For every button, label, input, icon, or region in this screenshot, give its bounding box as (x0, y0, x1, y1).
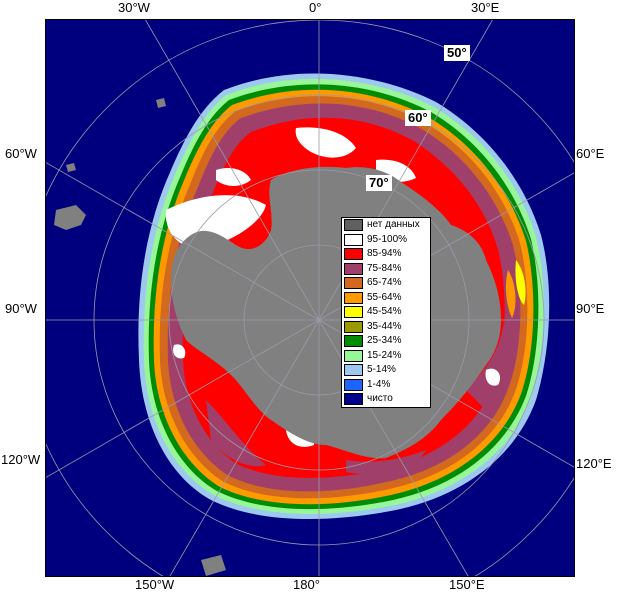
longitude-label-30w: 30°W (118, 0, 150, 15)
legend-label: 5-14% (367, 364, 396, 376)
longitude-label-120w: 120°W (1, 452, 41, 467)
legend-item: 55-64% (342, 291, 430, 306)
legend-label: чисто (367, 393, 393, 405)
legend-label: 45-54% (367, 306, 402, 318)
legend-label: нет данных (367, 219, 420, 231)
other-land (54, 98, 226, 576)
legend-item: 45-54% (342, 305, 430, 320)
legend-label: 85-94% (367, 248, 402, 260)
legend-label: 1-4% (367, 378, 391, 390)
legend-label: 25-34% (367, 335, 402, 347)
latitude-label-70: 70° (366, 175, 392, 191)
legend-swatch (344, 291, 363, 304)
legend-swatch (344, 335, 363, 348)
legend-label: 55-64% (367, 291, 402, 303)
legend-swatch (344, 219, 363, 232)
longitude-label-90e: 90°E (576, 301, 605, 316)
longitude-label-150w: 150°W (135, 577, 175, 592)
longitude-label-150e: 150°E (449, 577, 485, 592)
legend-label: 35-44% (367, 320, 402, 332)
concentration-legend: нет данных 95-100% 85-94% 75-84% 65-74% 55-64… (341, 217, 431, 408)
legend-item: 65-74% (342, 276, 430, 291)
legend-item: 25-34% (342, 334, 430, 349)
legend-swatch (344, 262, 363, 275)
longitude-label-0: 0° (309, 0, 322, 15)
legend-swatch (344, 306, 363, 319)
legend-label: 65-74% (367, 277, 402, 289)
ice-patches-45-64 (505, 260, 526, 318)
polar-stereographic-map (46, 20, 574, 576)
legend-item: 5-14% (342, 363, 430, 378)
legend-label: 15-24% (367, 349, 402, 361)
longitude-label-30e: 30°E (471, 0, 500, 15)
legend-item: 95-100% (342, 233, 430, 248)
meridian-120w (46, 319, 320, 478)
legend-item: 1-4% (342, 378, 430, 393)
longitude-label-90w: 90°W (5, 301, 37, 316)
legend-swatch (344, 393, 363, 406)
legend-swatch (344, 364, 363, 377)
legend-swatch (344, 233, 363, 246)
longitude-label-120e: 120°E (576, 456, 612, 471)
longitude-label-60w: 60°W (5, 146, 37, 161)
legend-label: 95-100% (367, 233, 408, 245)
legend-swatch (344, 277, 363, 290)
legend-swatch (344, 378, 363, 391)
legend-label: 75-84% (367, 262, 402, 274)
meridian-60w (46, 162, 320, 321)
legend-item: нет данных (342, 218, 430, 233)
meridian-30w (145, 20, 320, 321)
sea-ice-map: 50° 60° 70° (45, 19, 575, 577)
legend-swatch (344, 349, 363, 362)
legend-item: 15-24% (342, 349, 430, 364)
legend-swatch (344, 248, 363, 261)
legend-item: 75-84% (342, 262, 430, 277)
legend-item: 35-44% (342, 320, 430, 335)
legend-item: 85-94% (342, 247, 430, 262)
longitude-label-180: 180° (293, 577, 320, 592)
meridian-150w (169, 319, 320, 576)
latitude-label-60: 60° (405, 110, 431, 126)
legend-swatch (344, 320, 363, 333)
longitude-label-60e: 60°E (576, 146, 605, 161)
legend-item: чисто (342, 392, 430, 407)
latitude-label-50: 50° (444, 45, 470, 61)
